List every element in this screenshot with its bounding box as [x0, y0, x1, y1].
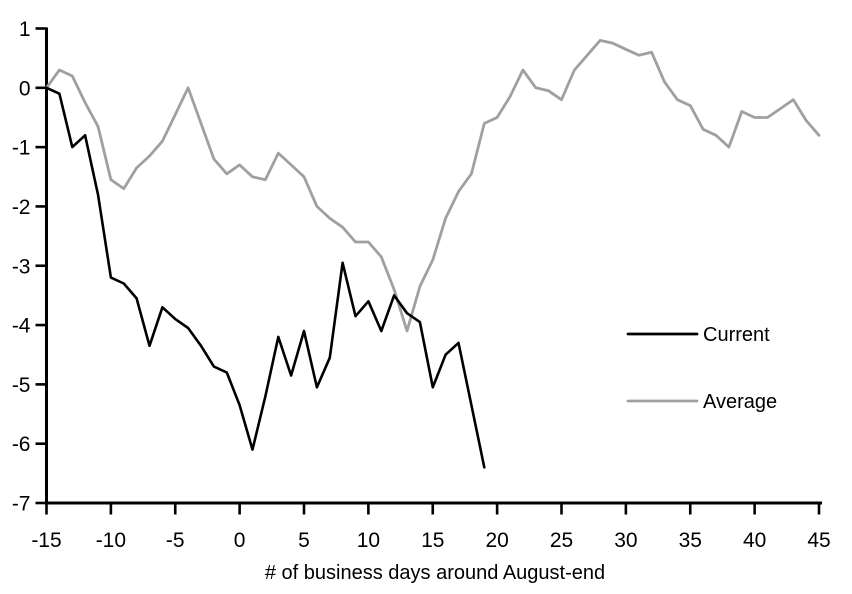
y-tick-label: -7 [12, 493, 31, 516]
x-tick-label: 10 [357, 529, 380, 552]
x-tick-label: 25 [550, 529, 573, 552]
series-line-current [45, 86, 486, 469]
y-tick-label: -4 [12, 315, 31, 338]
x-tick-label: 45 [807, 529, 830, 552]
y-tick-label: -1 [12, 137, 31, 160]
x-tick-label: 20 [485, 529, 508, 552]
x-tick-label: 30 [614, 529, 637, 552]
tick-labels-layer: 10-1-2-3-4-5-6-7-15 -10 -5 0 5 10 15 20 25 30 35 40… [12, 18, 831, 552]
x-tick-label: 40 [743, 529, 766, 552]
x-tick-label: 35 [679, 529, 702, 552]
legend: Current Average [626, 324, 777, 413]
x-tick-label: -15 [31, 529, 61, 552]
y-tick-label: 1 [19, 18, 31, 41]
axes-layer [35, 27, 822, 515]
x-axis-title: # of business days around August-end [265, 562, 605, 584]
legend-label-average: Average [703, 391, 777, 413]
x-tick-label: 15 [421, 529, 444, 552]
series-layer [45, 39, 821, 469]
y-tick-label: 0 [19, 77, 31, 100]
x-tick-label: -10 [96, 529, 126, 552]
y-tick-label: -3 [12, 255, 31, 278]
y-tick-label: -6 [12, 433, 31, 456]
y-tick-label: -5 [12, 374, 31, 397]
x-tick-label: 5 [298, 529, 310, 552]
x-tick-label: 0 [234, 529, 246, 552]
y-tick-label: -2 [12, 196, 31, 219]
legend-label-current: Current [703, 324, 770, 346]
x-tick-label: -5 [166, 529, 185, 552]
series-line-average [45, 39, 821, 333]
